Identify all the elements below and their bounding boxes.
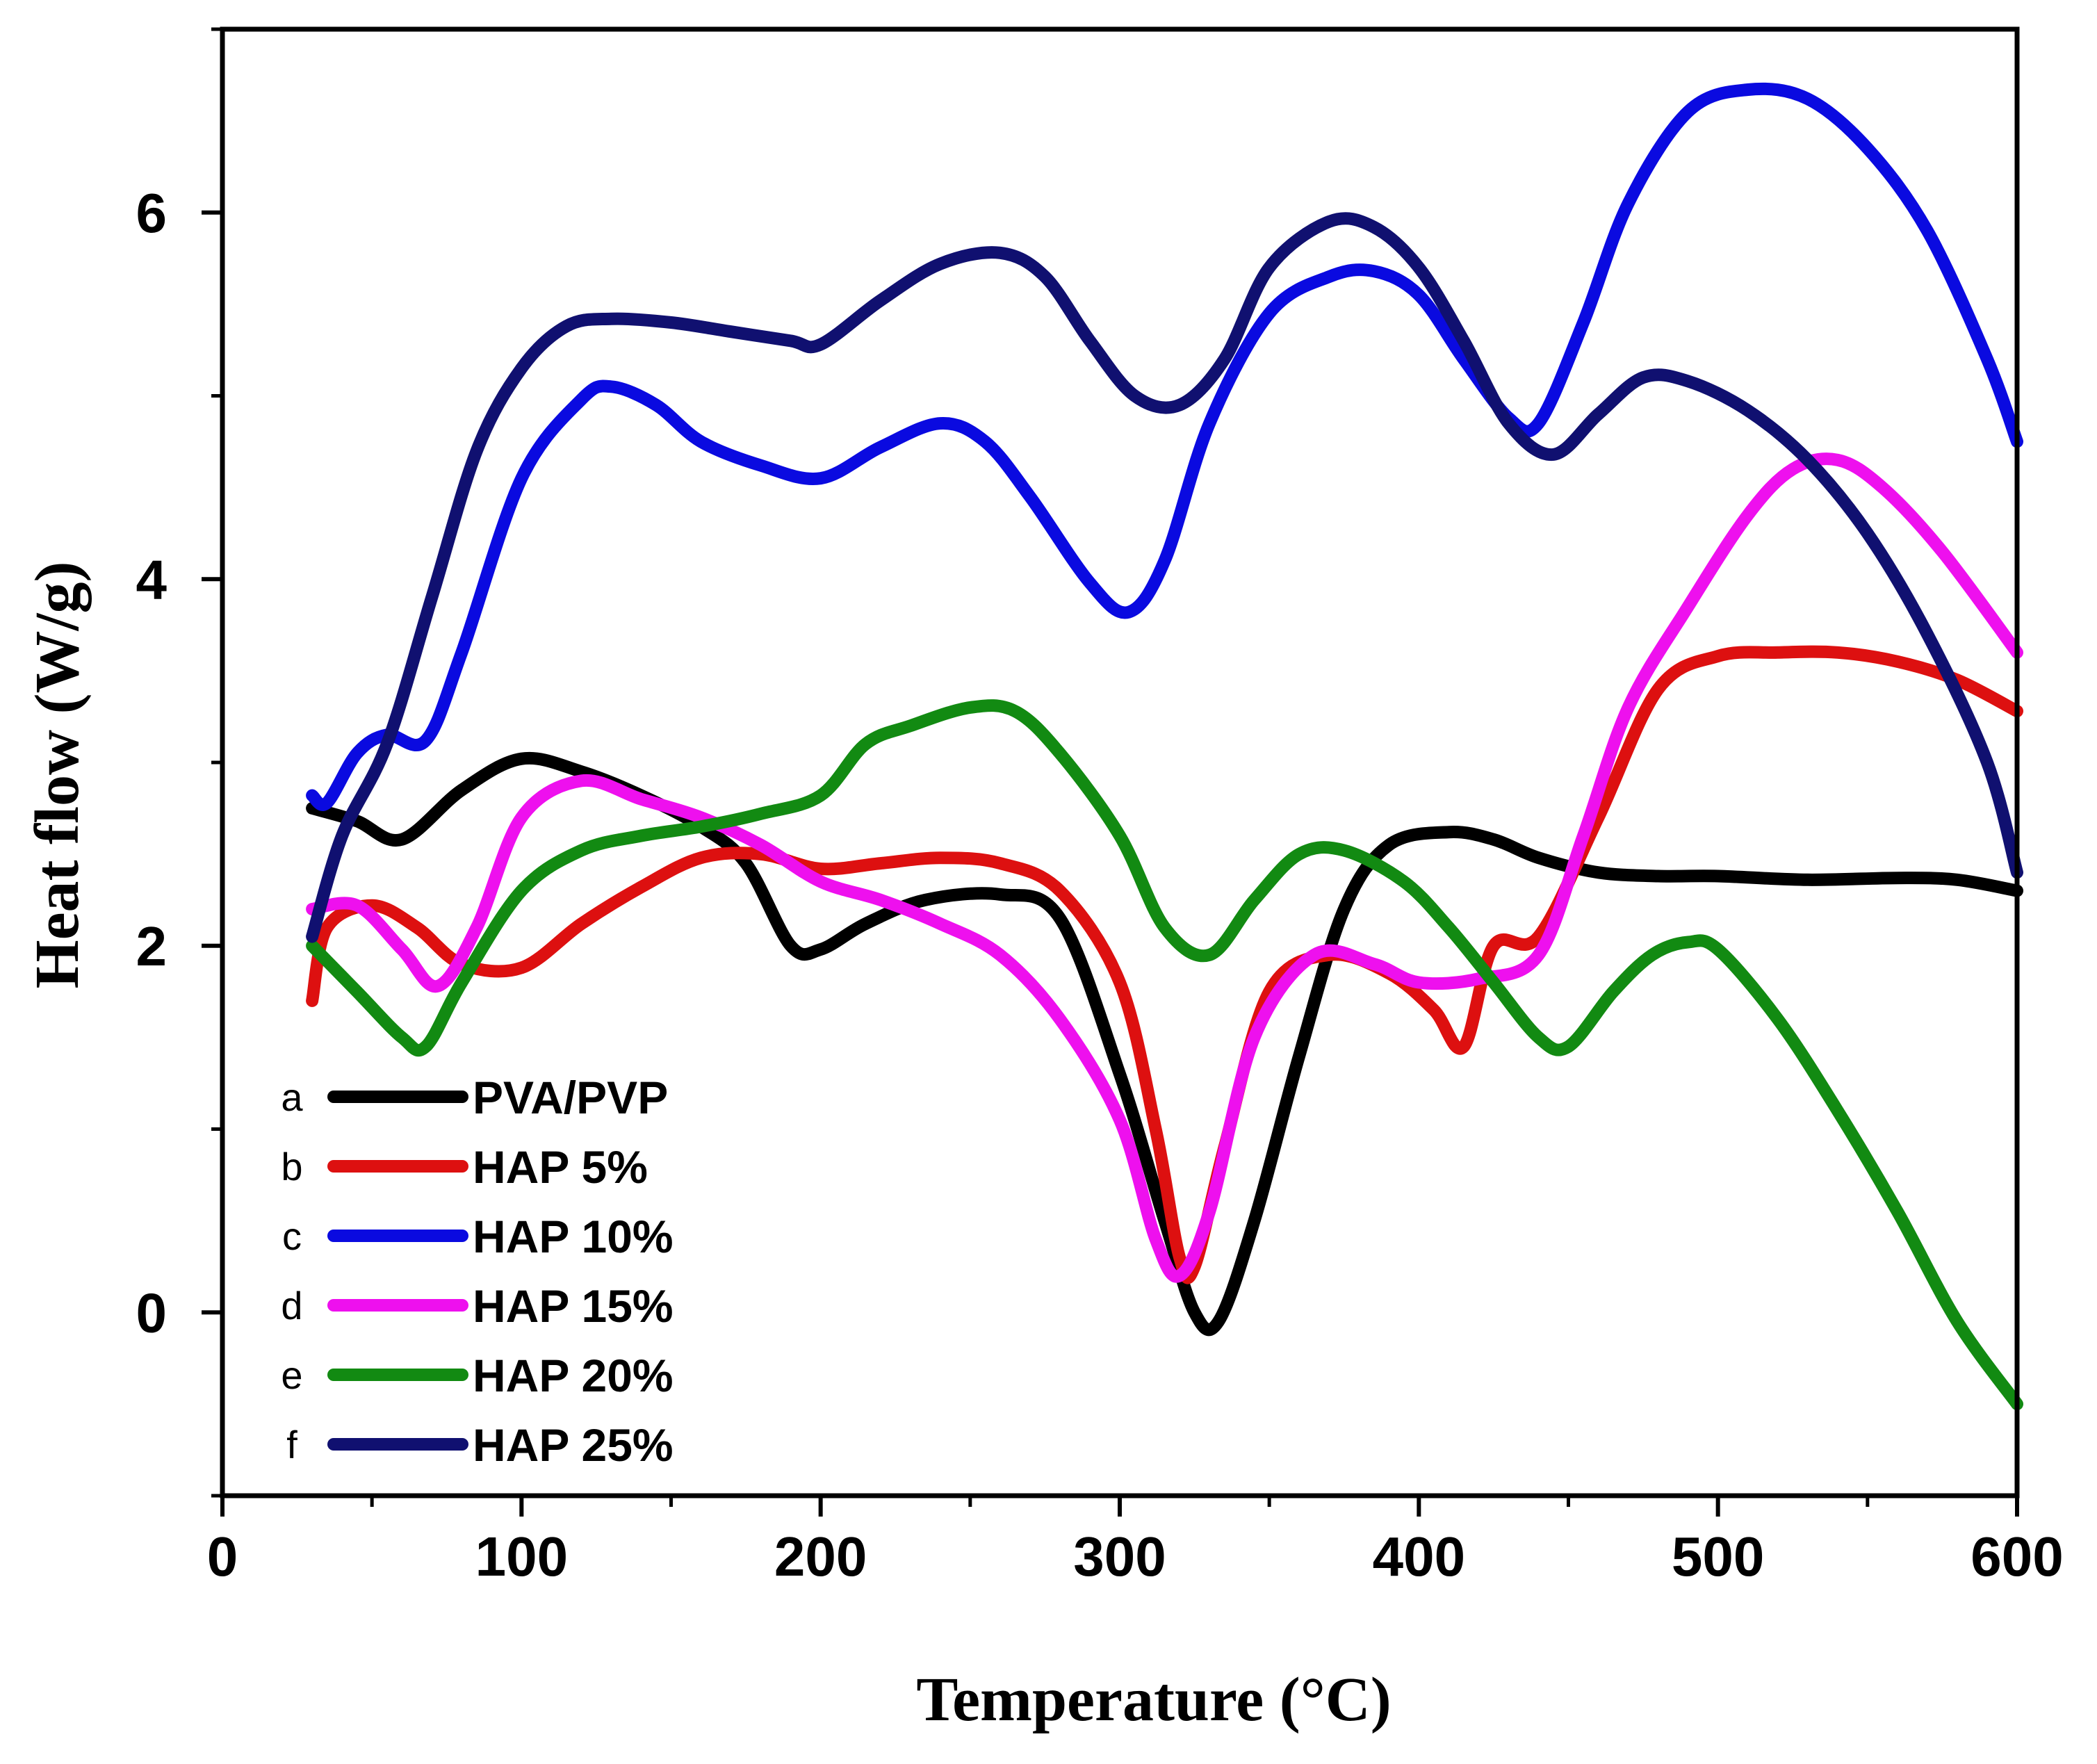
legend: a PVA/PVP b HAP 5% c HAP 10% d HAP 15% e HAP 20% f… (281, 1072, 673, 1471)
legend-letter-c: c (282, 1214, 302, 1258)
legend-label-b: HAP 5% (473, 1141, 648, 1193)
x-tick-label-200: 200 (774, 1526, 867, 1587)
legend-item-d: d HAP 15% (281, 1280, 673, 1332)
axis-layer: 0 100 200 300 400 500 600 0 2 4 6 (136, 27, 2064, 1587)
y-tick-label-2: 2 (136, 915, 168, 977)
legend-label-a: PVA/PVP (473, 1072, 668, 1123)
legend-label-d: HAP 15% (473, 1280, 674, 1332)
x-tick-label-100: 100 (475, 1526, 568, 1587)
legend-letter-b: b (281, 1145, 302, 1189)
legend-letter-d: d (281, 1284, 302, 1328)
legend-label-e: HAP 20% (473, 1350, 674, 1401)
y-tick-label-6: 6 (136, 182, 168, 244)
x-tick-label-500: 500 (1672, 1526, 1764, 1587)
series-layer (306, 82, 2023, 1411)
legend-item-b: b HAP 5% (281, 1141, 647, 1193)
x-axis-title: Temperature (°C) (916, 1665, 1391, 1734)
legend-letter-e: e (281, 1353, 302, 1397)
legend-letter-a: a (281, 1075, 303, 1119)
legend-item-f: f HAP 25% (286, 1419, 673, 1471)
legend-label-f: HAP 25% (473, 1419, 674, 1471)
y-tick-label-0: 0 (136, 1282, 168, 1344)
x-tick-label-0: 0 (207, 1526, 238, 1587)
x-tick-label-300: 300 (1073, 1526, 1166, 1587)
legend-item-e: e HAP 20% (281, 1350, 673, 1401)
series-line-c (306, 82, 2023, 811)
y-axis-title: Heat flow (W/g) (23, 562, 92, 989)
series-line-d (306, 452, 2023, 1283)
y-tick-label-4: 4 (136, 548, 168, 610)
series-line-f (306, 212, 2023, 943)
x-tick-label-600: 600 (1970, 1526, 2063, 1587)
legend-letter-f: f (286, 1423, 297, 1467)
series-line-e (306, 699, 2023, 1411)
x-tick-label-400: 400 (1373, 1526, 1465, 1587)
legend-label-c: HAP 10% (473, 1211, 674, 1262)
legend-item-a: a PVA/PVP (281, 1072, 668, 1123)
legend-item-c: c HAP 10% (282, 1211, 674, 1262)
